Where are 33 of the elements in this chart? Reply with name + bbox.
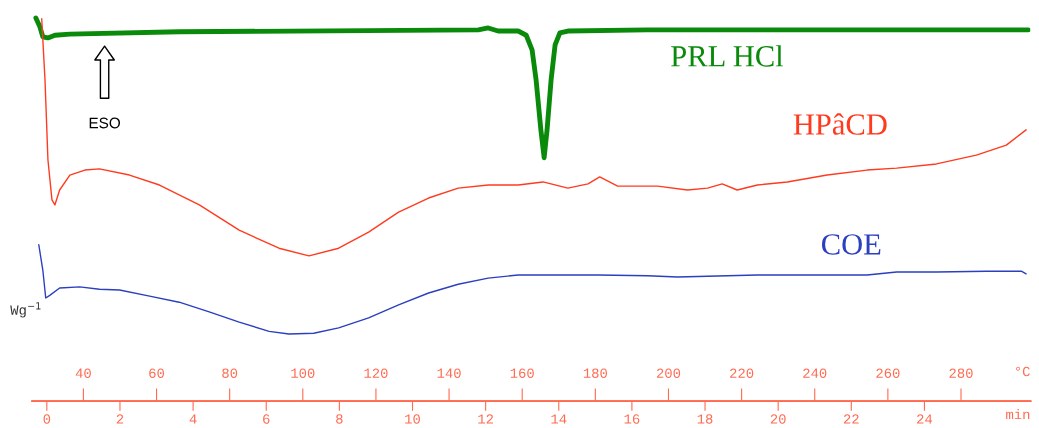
x2-tick-label: 280 xyxy=(949,368,973,378)
x-tick-label: 8 xyxy=(336,414,343,424)
x-tick-label: 2 xyxy=(116,414,124,424)
x2-tick-label: 240 xyxy=(803,368,827,378)
series-label: COE xyxy=(822,234,881,255)
x2-tick-label: 140 xyxy=(437,368,461,378)
x2-tick-label: 80 xyxy=(222,368,238,378)
x2-tick-label: 200 xyxy=(656,368,681,378)
annotation: ESO xyxy=(89,117,120,129)
y-axis-title: Wg$^{−1}$ xyxy=(10,302,41,318)
x-tick-label: 24 xyxy=(917,414,933,424)
x-axis-title: min xyxy=(1006,409,1030,420)
x-tick-label: 20 xyxy=(770,414,786,424)
x-tick-label: 16 xyxy=(624,414,640,424)
x2-tick-label: 220 xyxy=(730,368,754,378)
x-tick-label: 10 xyxy=(405,414,420,424)
x2-tick-label: 60 xyxy=(149,368,165,378)
x-tick-label: 6 xyxy=(263,414,270,424)
x2-axis-title: °C xyxy=(1016,366,1030,377)
x-tick-label: 0 xyxy=(43,414,51,424)
series-label: HPâCD xyxy=(793,113,887,135)
x2-tick-label: 180 xyxy=(583,368,607,378)
x2-tick-label: 120 xyxy=(364,368,388,378)
series-label: PRL HCl xyxy=(671,45,784,67)
x-tick-label: 14 xyxy=(551,414,567,424)
x-tick-label: 22 xyxy=(843,414,859,424)
x-tick-label: 12 xyxy=(478,414,493,424)
x-tick-label: 18 xyxy=(697,414,713,424)
x2-tick-label: 100 xyxy=(291,368,315,378)
x2-tick-label: 260 xyxy=(876,368,900,378)
x-tick-label: 4 xyxy=(189,414,197,424)
x2-tick-label: 160 xyxy=(510,368,534,378)
x2-tick-label: 40 xyxy=(75,368,91,378)
